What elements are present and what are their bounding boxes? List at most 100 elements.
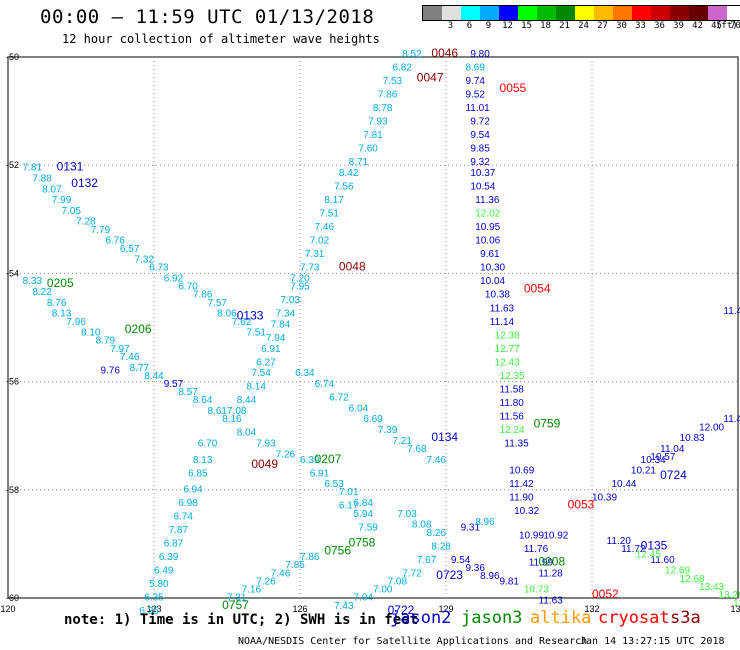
pass-time-label: 0054 xyxy=(524,281,551,295)
wave-height-value: 5.94 xyxy=(354,509,374,520)
wave-height-value: 7.99 xyxy=(52,195,72,206)
wave-height-value: 11.99 xyxy=(529,558,554,569)
wave-height-value: 10.21 xyxy=(631,466,656,477)
wave-height-value: 11.20 xyxy=(607,536,632,547)
color-scale-label: 42 xyxy=(692,21,703,31)
wave-height-value: 8.42 xyxy=(339,168,359,179)
wave-height-value: 9.85 xyxy=(470,144,490,155)
wave-height-value: 8.44 xyxy=(144,371,164,382)
color-scale-label: 12 xyxy=(502,21,513,31)
wave-height-value: 7.93 xyxy=(368,117,388,128)
wave-height-value: 7.81 xyxy=(23,163,43,174)
wave-height-value: 10.54 xyxy=(470,182,495,193)
wave-height-value: 7.53 xyxy=(383,76,403,87)
wave-height-value: 7.46 xyxy=(271,568,291,579)
wave-height-value: 7.87 xyxy=(169,525,189,536)
wave-height-value: 10.69 xyxy=(509,466,534,477)
wave-height-value: 11.40 xyxy=(723,306,740,317)
wave-height-value: 7.26 xyxy=(256,576,276,587)
color-scale-label: 70 xyxy=(730,21,740,31)
pass-time-label: 0208 xyxy=(538,555,565,569)
wave-height-value: 10.04 xyxy=(480,276,505,287)
wave-height-value: 12.02 xyxy=(475,209,500,220)
wave-height-value: 7.56 xyxy=(334,182,354,193)
satellite-legend-altika: altika xyxy=(530,608,592,628)
pass-time-label: 0723 xyxy=(436,568,463,582)
satellite-legend-jason2: jason2 xyxy=(390,608,452,628)
wave-height-value: 7.31 xyxy=(305,249,325,260)
wave-height-value: 11.63 xyxy=(490,303,515,314)
wave-height-value: 7.34 xyxy=(276,309,296,320)
wave-height-value: 8.77 xyxy=(130,363,150,374)
map-frame xyxy=(7,56,739,599)
pass-time-label: 0047 xyxy=(417,70,444,84)
wave-height-value: 12.24 xyxy=(500,425,525,436)
wave-height-value: 6.39 xyxy=(300,455,320,466)
wave-height-value: 11.72 xyxy=(621,544,646,555)
pass-time-label: 0048 xyxy=(339,260,366,274)
wave-height-value: 11.58 xyxy=(500,384,525,395)
wave-height-value: 6.39 xyxy=(159,552,179,563)
wave-height-value: 8.16 xyxy=(222,414,242,425)
pass-time-label: 0052 xyxy=(592,587,619,601)
wave-height-value: 6.74 xyxy=(173,512,193,523)
wave-height-value: 6.87 xyxy=(164,539,184,550)
color-scale-label: 15 xyxy=(521,21,532,31)
wave-height-value: 6.27 xyxy=(256,357,276,368)
wave-height-value: 7.84 xyxy=(271,320,291,331)
wave-height-value: 10.95 xyxy=(475,222,500,233)
color-swatch xyxy=(442,6,461,20)
wave-height-value: 11.35 xyxy=(504,439,529,450)
color-swatch xyxy=(689,6,708,20)
wave-height-value: 7.00 xyxy=(373,585,393,596)
wave-height-value: 8.22 xyxy=(32,287,52,298)
wave-height-value: 11.14 xyxy=(490,317,515,328)
wave-height-value: 7.46 xyxy=(315,222,335,233)
wave-height-value: 8.64 xyxy=(193,395,213,406)
wave-height-value: 7.39 xyxy=(378,425,398,436)
pass-time-label: 0049 xyxy=(251,457,278,471)
x-tick-label: 129 xyxy=(438,604,453,614)
wave-height-value: 11.28 xyxy=(538,568,563,579)
wave-height-value: 11.60 xyxy=(650,555,675,566)
pass-time-label: 0134 xyxy=(431,430,458,444)
wave-height-value: 9.80 xyxy=(470,49,490,60)
x-tick-label: 126 xyxy=(292,604,307,614)
color-swatch xyxy=(708,6,727,20)
wave-height-value: 7.72 xyxy=(402,568,422,579)
wave-height-value: 8.96 xyxy=(475,517,495,528)
pass-time-label: 0759 xyxy=(534,417,561,431)
color-scale-unit: (ft) xyxy=(716,21,738,31)
wave-height-value: 7.16 xyxy=(242,585,262,596)
wave-height-value: 7.79 xyxy=(91,225,111,236)
pass-time-label: 0131 xyxy=(57,160,84,174)
color-swatch xyxy=(651,6,670,20)
wave-height-value: 9.32 xyxy=(470,157,490,168)
wave-height-value: 10.39 xyxy=(592,493,617,504)
wave-height-value: 8.10 xyxy=(81,328,101,339)
pass-time-label: 0135 xyxy=(641,538,668,552)
note-text: note: 1) Time is in UTC; 2) SWH is in fe… xyxy=(64,612,419,628)
wave-height-value: 11.01 xyxy=(465,103,490,114)
x-tick-label: 132 xyxy=(584,604,599,614)
pass-time-label: 0724 xyxy=(660,468,687,482)
wave-height-value: 7.86 xyxy=(378,90,398,101)
wave-height-value: 7.43 xyxy=(334,601,354,612)
color-scale-label: 33 xyxy=(635,21,646,31)
wave-height-value: 7.86 xyxy=(300,552,320,563)
wave-height-value: 12.43 xyxy=(495,357,520,368)
wave-height-value: 10.37 xyxy=(470,168,495,179)
wave-height-value: 7.86 xyxy=(193,290,213,301)
color-scale-label: 45 xyxy=(711,21,722,31)
wave-height-value: 7.85 xyxy=(285,560,305,571)
wave-height-value: 6.70 xyxy=(178,282,198,293)
y-tick-label: -54 xyxy=(6,268,19,278)
wave-height-value: 12.35 xyxy=(500,371,525,382)
pass-time-label: 0722 xyxy=(388,603,415,617)
wave-height-value: 8.04 xyxy=(237,428,257,439)
wave-height-value: 13.26 xyxy=(719,590,740,601)
satellite-legend-s3a: s3a xyxy=(670,608,701,628)
wave-height-value: 7.54 xyxy=(251,368,271,379)
wave-height-value: 6.74 xyxy=(315,379,335,390)
wave-height-value: 9.52 xyxy=(465,90,485,101)
